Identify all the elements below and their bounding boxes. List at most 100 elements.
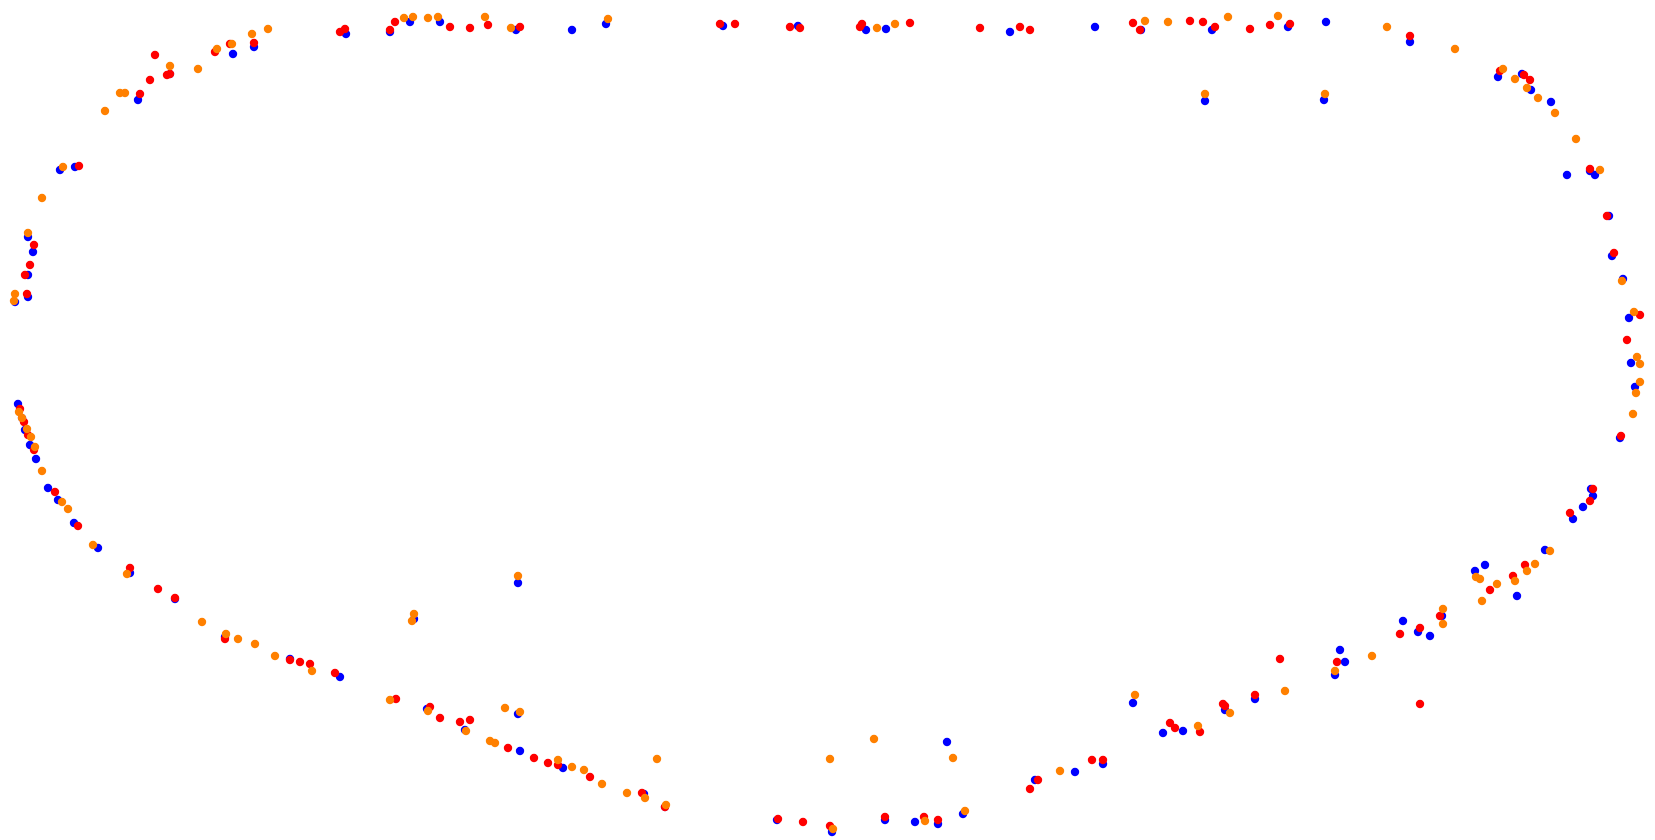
data-point (1565, 508, 1575, 518)
data-point (622, 788, 632, 798)
data-point (63, 504, 73, 514)
data-point (1140, 16, 1150, 26)
data-point (869, 734, 879, 744)
data-point (10, 289, 20, 299)
data-point (25, 260, 35, 270)
data-point (1367, 651, 1377, 661)
data-point (1546, 97, 1556, 107)
data-point (529, 753, 539, 763)
data-point (1320, 89, 1330, 99)
data-point (661, 800, 671, 810)
data-point (553, 755, 563, 765)
data-point (567, 762, 577, 772)
data-point (1477, 596, 1487, 606)
data-point (22, 289, 32, 299)
data-point (483, 20, 493, 30)
data-point (1624, 313, 1634, 323)
data-point (165, 61, 175, 71)
data-point (1225, 708, 1235, 718)
data-point (905, 18, 915, 28)
data-point (960, 806, 970, 816)
data-point (263, 24, 273, 34)
data-point (1635, 359, 1645, 369)
data-point (1562, 170, 1572, 180)
data-point (500, 703, 510, 713)
data-point (828, 824, 838, 834)
data-point (1033, 775, 1043, 785)
data-point (26, 432, 36, 442)
data-point (1415, 699, 1425, 709)
data-point (1185, 16, 1195, 26)
data-point (247, 29, 257, 39)
data-point (1617, 276, 1627, 286)
data-point (1545, 546, 1555, 556)
data-point (567, 25, 577, 35)
data-point (785, 22, 795, 32)
data-point (1530, 559, 1540, 569)
data-point (1223, 12, 1233, 22)
data-point (305, 659, 315, 669)
data-point (37, 193, 47, 203)
data-point (798, 817, 808, 827)
data-point (1405, 31, 1415, 41)
data-point (1498, 64, 1508, 74)
data-point (270, 651, 280, 661)
data-point (249, 38, 259, 48)
data-point (773, 814, 783, 824)
data-point (285, 655, 295, 665)
data-point (1340, 657, 1350, 667)
data-point (58, 162, 68, 172)
data-point (1571, 134, 1581, 144)
data-point (1519, 70, 1529, 80)
data-point (1522, 83, 1532, 93)
data-point (1492, 579, 1502, 589)
data-point (43, 483, 53, 493)
series-1 (15, 16, 1645, 831)
data-point (228, 49, 238, 59)
data-point (1055, 766, 1065, 776)
data-point (335, 27, 345, 37)
data-point (28, 247, 38, 257)
data-point (1210, 22, 1220, 32)
data-point (1135, 25, 1145, 35)
data-point (1510, 576, 1520, 586)
data-point (652, 754, 662, 764)
data-point (579, 765, 589, 775)
data-point (603, 14, 613, 24)
data-point (307, 666, 317, 676)
data-point (1480, 560, 1490, 570)
data-point (1578, 502, 1588, 512)
data-point (1602, 211, 1612, 221)
data-point (1275, 654, 1285, 664)
data-point (1015, 22, 1025, 32)
data-point (227, 39, 237, 49)
data-point (1510, 74, 1520, 84)
data-point (1273, 11, 1283, 21)
data-point (212, 44, 222, 54)
data-point (408, 12, 418, 22)
data-point (435, 713, 445, 723)
data-point (1128, 698, 1138, 708)
data-point (88, 540, 98, 550)
data-point (1193, 721, 1203, 731)
data-point (920, 816, 930, 826)
data-point (490, 738, 500, 748)
data-point (1585, 496, 1595, 506)
data-point (480, 12, 490, 22)
data-point (1435, 611, 1445, 621)
data-point (1438, 604, 1448, 614)
data-point (1622, 335, 1632, 345)
data-point (30, 442, 40, 452)
series-layer (9, 11, 1645, 837)
data-point (1382, 22, 1392, 32)
data-point (162, 70, 172, 80)
data-point (1280, 686, 1290, 696)
data-point (1025, 25, 1035, 35)
data-point (1585, 164, 1595, 174)
data-point (433, 12, 443, 22)
data-point (122, 569, 132, 579)
data-point (1632, 352, 1642, 362)
data-point (1200, 89, 1210, 99)
series-2 (9, 11, 1645, 834)
